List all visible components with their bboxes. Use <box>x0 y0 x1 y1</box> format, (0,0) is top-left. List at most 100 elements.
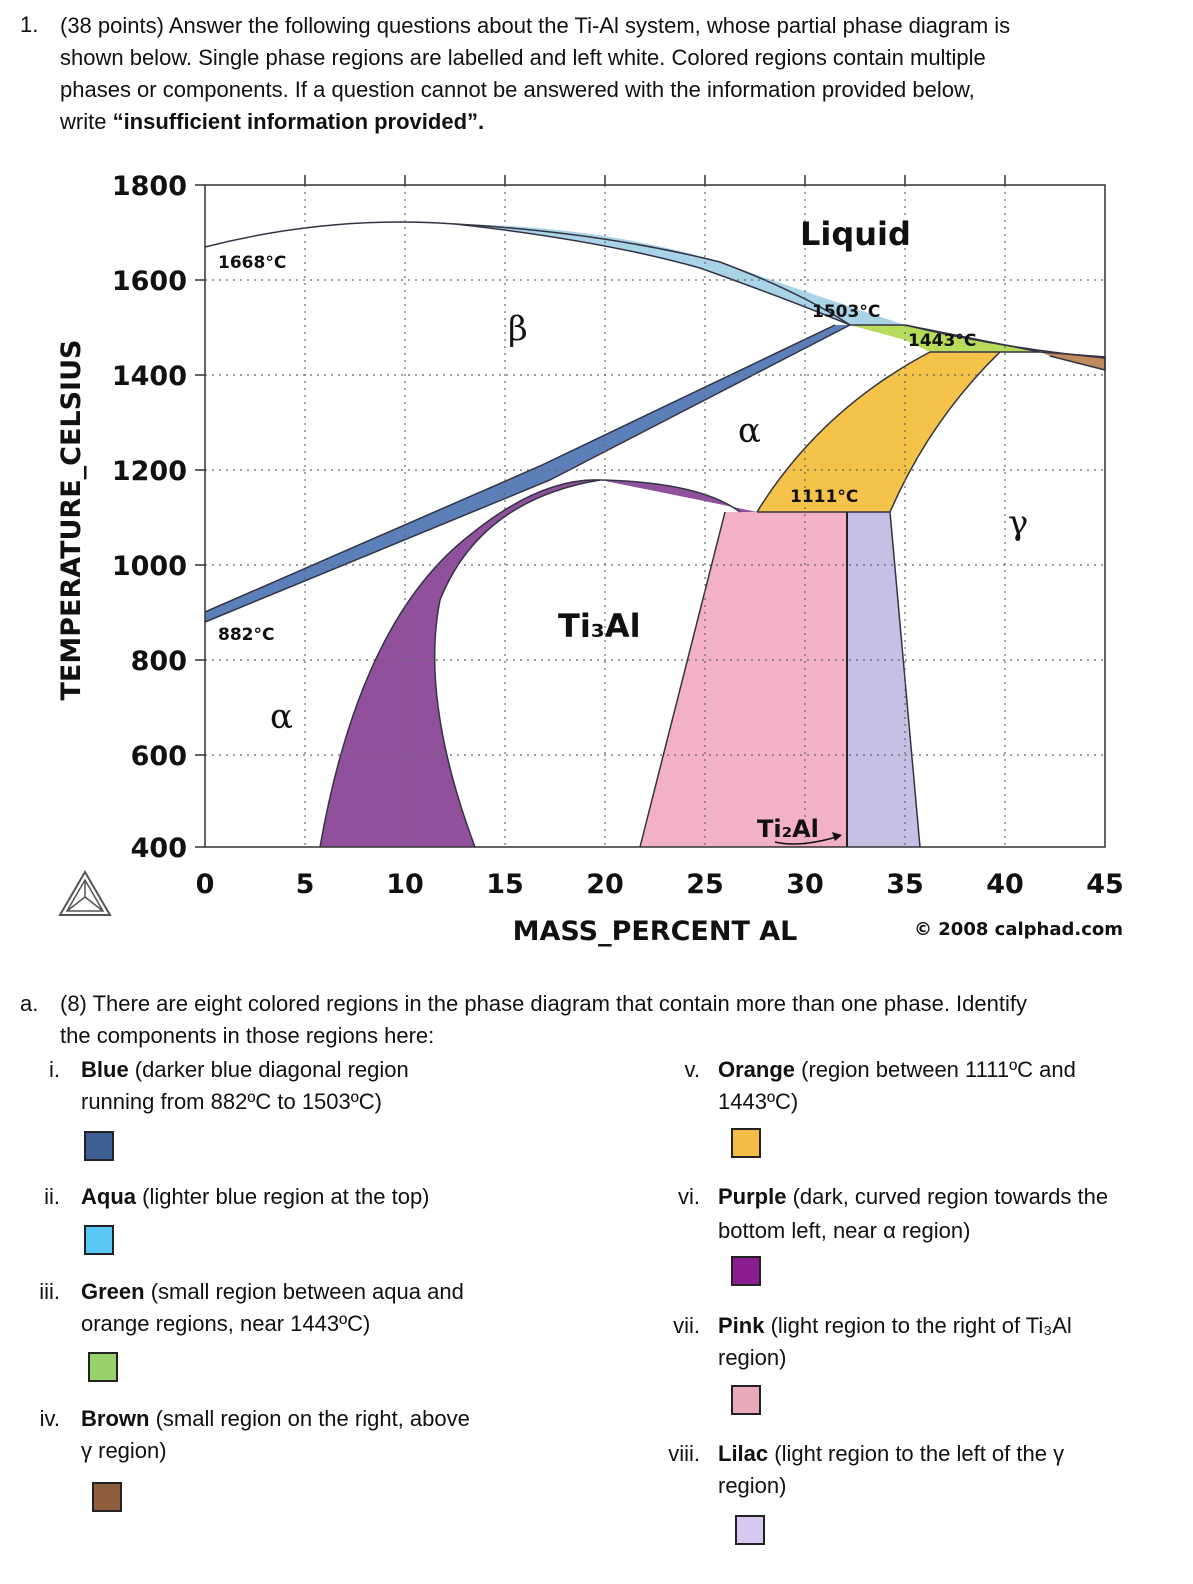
calphad-logo-icon <box>58 870 112 916</box>
plot-frame <box>204 184 1106 848</box>
item-description: (darker blue diagonal region <box>128 1057 409 1082</box>
item-color-name: Green <box>81 1279 145 1304</box>
item-description-line-2: γ region) <box>81 1438 167 1463</box>
item-color-name: Blue <box>81 1057 129 1082</box>
temp-1668-label: 1668°C <box>218 253 286 273</box>
insufficient-info-phrase: “insufficient information provided”. <box>112 109 485 134</box>
y-tick-600: 600 <box>131 741 187 772</box>
item-description: (lighter blue region at the top) <box>136 1184 430 1209</box>
swatch-green[interactable] <box>88 1352 118 1382</box>
x-axis-title: MASS_PERCENT AL <box>513 916 798 947</box>
part-a-line-1: (8) There are eight colored regions in t… <box>60 991 1027 1016</box>
ti2al-arrow-icon <box>774 832 842 845</box>
question-line-2: shown below. Single phase regions are la… <box>60 45 986 70</box>
item-text: Green (small region between aqua and <box>81 1276 464 1308</box>
item-description-line-2: running from 882ºC to 1503ºC) <box>81 1089 383 1114</box>
item-number: iv. <box>39 1406 60 1431</box>
y-tick-1000: 1000 <box>112 551 187 582</box>
phase-boundaries <box>204 221 1106 848</box>
item-description: (small region on the right, above <box>149 1406 470 1431</box>
question-line-1: (38 points) Answer the following questio… <box>60 13 1011 38</box>
question-line-4-prefix: write <box>60 109 113 134</box>
swatch-pink[interactable] <box>731 1385 761 1415</box>
grid <box>205 185 1105 847</box>
item-description-line-2: region) <box>718 1345 787 1370</box>
item-text: Pink (light region to the right of Ti₃Al <box>718 1310 1072 1342</box>
item-color-name: Purple <box>718 1184 787 1209</box>
item-text: Brown (small region on the right, above <box>81 1403 470 1435</box>
x-tick-45: 45 <box>1086 869 1124 900</box>
blue-region <box>205 325 850 622</box>
alpha-low-label: α <box>270 697 293 737</box>
temp-1111-label: 1111°C <box>790 487 858 507</box>
gamma-label: γ <box>1008 503 1028 543</box>
question-line-3: phases or components. If a question cann… <box>60 77 975 102</box>
item-number: vi. <box>678 1184 700 1209</box>
part-a-line-2: the components in those regions here: <box>60 1023 435 1048</box>
x-tick-5: 5 <box>296 869 315 900</box>
beta-label: β <box>508 309 528 349</box>
item-color-name: Brown <box>81 1406 150 1431</box>
item-text: Aqua (lighter blue region at the top) <box>81 1181 430 1213</box>
item-color-name: Orange <box>718 1057 796 1082</box>
swatch-aqua[interactable] <box>84 1225 114 1255</box>
item-number: i. <box>49 1057 60 1082</box>
item-text: Purple (dark, curved region towards the <box>718 1181 1108 1213</box>
item-description: (region between 1111ºC and <box>795 1057 1076 1082</box>
ticks <box>195 175 1006 848</box>
alpha-high-label: α <box>738 411 761 451</box>
y-tick-1600: 1600 <box>112 266 187 297</box>
x-tick-10: 10 <box>386 869 424 900</box>
question-line-4: write “insufficient information provided… <box>60 106 484 138</box>
item-color-name: Pink <box>718 1313 765 1338</box>
y-tick-1400: 1400 <box>112 361 187 392</box>
x-tick-30: 30 <box>786 869 824 900</box>
swatch-blue[interactable] <box>84 1131 114 1161</box>
phase-diagram: 1800 1600 1400 1200 1000 800 600 400 0 5… <box>56 171 1124 947</box>
item-description-line-2: bottom left, near α region) <box>718 1218 971 1243</box>
item-number: iii. <box>39 1279 60 1304</box>
item-description-line-2: region) <box>718 1473 787 1498</box>
part-a-label: a. <box>20 991 39 1016</box>
item-description: (small region between aqua and <box>144 1279 464 1304</box>
ti2al-label: Ti₂Al <box>757 815 819 843</box>
question-number: 1. <box>20 12 39 37</box>
purple-region <box>320 479 600 847</box>
item-description: (light region to the right of Ti₃Al <box>764 1313 1072 1338</box>
temp-882-label: 882°C <box>218 625 274 645</box>
temp-1503-label: 1503°C <box>812 302 880 322</box>
item-number: ii. <box>44 1184 60 1209</box>
item-number: vii. <box>673 1313 700 1338</box>
item-text: Lilac (light region to the left of the γ <box>718 1438 1064 1470</box>
swatch-purple[interactable] <box>731 1256 761 1286</box>
x-tick-15: 15 <box>486 869 524 900</box>
y-axis-title: TEMPERATURE_CELSIUS <box>56 340 87 701</box>
pink-cap-region <box>600 480 757 512</box>
liquid-label: Liquid <box>800 215 911 253</box>
y-tick-1200: 1200 <box>112 456 187 487</box>
item-number: v. <box>684 1057 700 1082</box>
x-tick-25: 25 <box>686 869 724 900</box>
lilac-region <box>847 512 920 847</box>
item-color-name: Lilac <box>718 1441 769 1466</box>
y-tick-800: 800 <box>131 646 187 677</box>
swatch-brown[interactable] <box>92 1482 122 1512</box>
x-tick-35: 35 <box>886 869 924 900</box>
item-description: (dark, curved region towards the <box>786 1184 1109 1209</box>
pink-region <box>640 512 847 847</box>
item-number: viii. <box>668 1441 700 1466</box>
swatch-orange[interactable] <box>731 1128 761 1158</box>
copyright-note: © 2008 calphad.com <box>914 919 1123 940</box>
x-tick-40: 40 <box>986 869 1024 900</box>
orange-region <box>757 352 1000 512</box>
item-text: Orange (region between 1111ºC and <box>718 1054 1076 1086</box>
item-description-line-2: 1443ºC) <box>718 1089 799 1114</box>
item-description: (light region to the left of the γ <box>768 1441 1065 1466</box>
item-color-name: Aqua <box>81 1184 136 1209</box>
item-description-line-2: orange regions, near 1443ºC) <box>81 1311 371 1336</box>
x-tick-0: 0 <box>196 869 215 900</box>
temp-1443-label: 1443°C <box>908 331 976 351</box>
ti3al-label: Ti₃Al <box>558 607 641 645</box>
swatch-lilac[interactable] <box>735 1515 765 1545</box>
green-region <box>850 325 1040 352</box>
